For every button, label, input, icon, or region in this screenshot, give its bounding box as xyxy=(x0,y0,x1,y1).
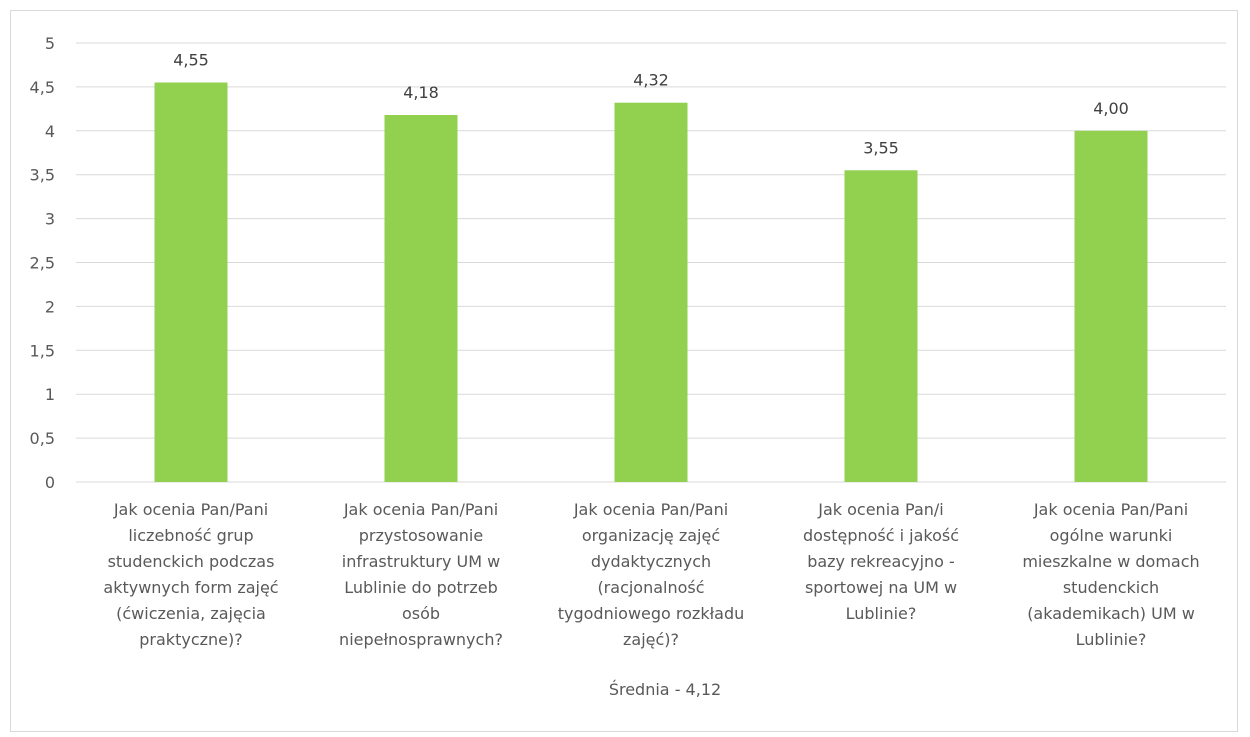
y-axis: 0 0,5 1 1,5 2 2,5 3 3,5 4 4,5 5 xyxy=(30,34,55,492)
data-labels: 4,55 4,18 4,32 3,55 4,00 xyxy=(173,51,1129,158)
bar xyxy=(1074,130,1148,483)
data-label: 4,55 xyxy=(173,51,209,70)
bar xyxy=(614,102,688,482)
data-label: 4,32 xyxy=(633,71,669,90)
y-tick-label: 3,5 xyxy=(30,166,55,185)
y-tick-label: 5 xyxy=(45,34,55,53)
bar-chart: 00,511,522,533,544,55 4,554,184,323,554,… xyxy=(30,34,1226,699)
y-tick-label: 2,5 xyxy=(30,254,55,273)
x-category-label: Jak ocenia Pan/Pani liczebność grup studen… xyxy=(103,500,278,649)
y-tick-label: 0 xyxy=(45,473,55,492)
y-tick-label: 3 xyxy=(45,210,55,229)
x-category-label: Jak ocenia Pan/Pani organizację zajęć dyda… xyxy=(558,500,745,649)
x-category-label: Jak ocenia Pan/Pani ogólne warunki mieszka… xyxy=(1022,500,1199,649)
x-axis-categories: Jak ocenia Pan/Pani liczebność grup studen… xyxy=(103,500,1199,649)
data-label: 3,55 xyxy=(863,138,899,157)
bar xyxy=(844,170,918,482)
bar xyxy=(384,114,458,482)
y-tick-label: 4 xyxy=(45,122,55,141)
bars xyxy=(154,82,1148,483)
bar xyxy=(154,82,228,482)
y-tick-label: 2 xyxy=(45,297,55,316)
x-category-label: Jak ocenia Pan/Pani przystosowanie infrast… xyxy=(339,500,503,649)
chart-frame: 0 0,5 1 1,5 2 2,5 3 3,5 4 4,5 5 4,55 4,18 4,32 3,55 4,… xyxy=(10,10,1238,732)
x-category-label: Jak ocenia Pan/i dostępność i jakość bazy … xyxy=(803,500,959,623)
y-tick-label: 4,5 xyxy=(30,78,55,97)
data-label: 4,18 xyxy=(403,83,439,102)
y-tick-label: 1 xyxy=(45,385,55,404)
data-label: 4,00 xyxy=(1093,99,1129,118)
y-tick-label: 0,5 xyxy=(30,429,55,448)
y-tick-label: 1,5 xyxy=(30,341,55,360)
x-axis-title: Średnia - 4,12 xyxy=(609,680,721,699)
